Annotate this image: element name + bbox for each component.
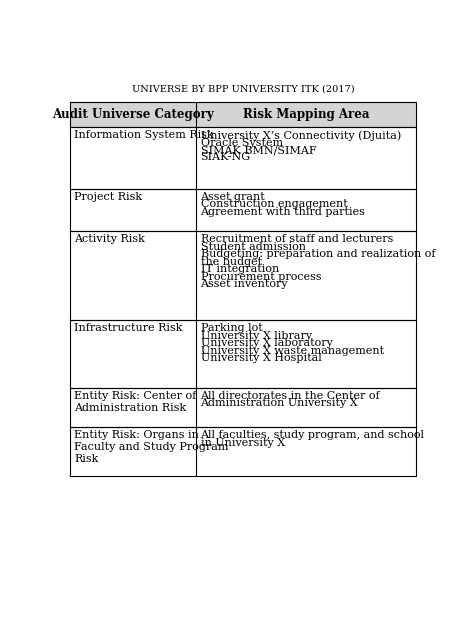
Text: Risk Mapping Area: Risk Mapping Area (243, 108, 369, 121)
Text: Entity Risk: Organs in
Faculty and Study Program
Risk: Entity Risk: Organs in Faculty and Study… (74, 430, 228, 464)
Text: Entity Risk: Center of
Administration Risk: Entity Risk: Center of Administration Ri… (74, 391, 196, 413)
Text: University X library: University X library (201, 331, 311, 341)
Text: in University X: in University X (201, 438, 285, 448)
Text: Project Risk: Project Risk (74, 192, 142, 202)
Bar (70, 102, 416, 127)
Text: the budget: the budget (201, 257, 262, 267)
Text: Parking lot: Parking lot (201, 324, 262, 334)
Text: University X’s Connectivity (Djuita): University X’s Connectivity (Djuita) (201, 130, 401, 141)
Text: Recruitment of staff and lecturers: Recruitment of staff and lecturers (201, 234, 393, 244)
Text: Asset inventory: Asset inventory (201, 279, 288, 289)
Text: University X waste management: University X waste management (201, 346, 383, 356)
Text: Administration University X: Administration University X (201, 398, 358, 408)
Text: Construction engagement: Construction engagement (201, 199, 347, 209)
Text: Agreement with third parties: Agreement with third parties (201, 207, 365, 217)
Text: All faculties, study program, and school: All faculties, study program, and school (201, 430, 425, 440)
Text: University X laboratory: University X laboratory (201, 338, 332, 348)
Text: Infrastructure Risk: Infrastructure Risk (74, 324, 182, 334)
Text: Procurement process: Procurement process (201, 272, 321, 282)
Text: Information System Risk: Information System Risk (74, 130, 214, 140)
Text: Budgeting: preparation and realization of: Budgeting: preparation and realization o… (201, 249, 435, 259)
Text: All directorates in the Center of: All directorates in the Center of (201, 391, 380, 401)
Text: Audit Universe Category: Audit Universe Category (52, 108, 214, 121)
Text: SIAK-NG: SIAK-NG (201, 153, 251, 163)
Text: IT integration: IT integration (201, 264, 279, 274)
Text: Asset grant: Asset grant (201, 192, 265, 202)
Text: SIMAK BMN/SIMAF: SIMAK BMN/SIMAF (201, 145, 316, 155)
Text: Activity Risk: Activity Risk (74, 234, 145, 244)
Text: UNIVERSE BY BPP UNIVERSITY ITK (2017): UNIVERSE BY BPP UNIVERSITY ITK (2017) (132, 84, 354, 93)
Text: Oracle System: Oracle System (201, 138, 283, 148)
Text: Student admission: Student admission (201, 242, 306, 252)
Text: University X Hospital: University X Hospital (201, 353, 321, 363)
